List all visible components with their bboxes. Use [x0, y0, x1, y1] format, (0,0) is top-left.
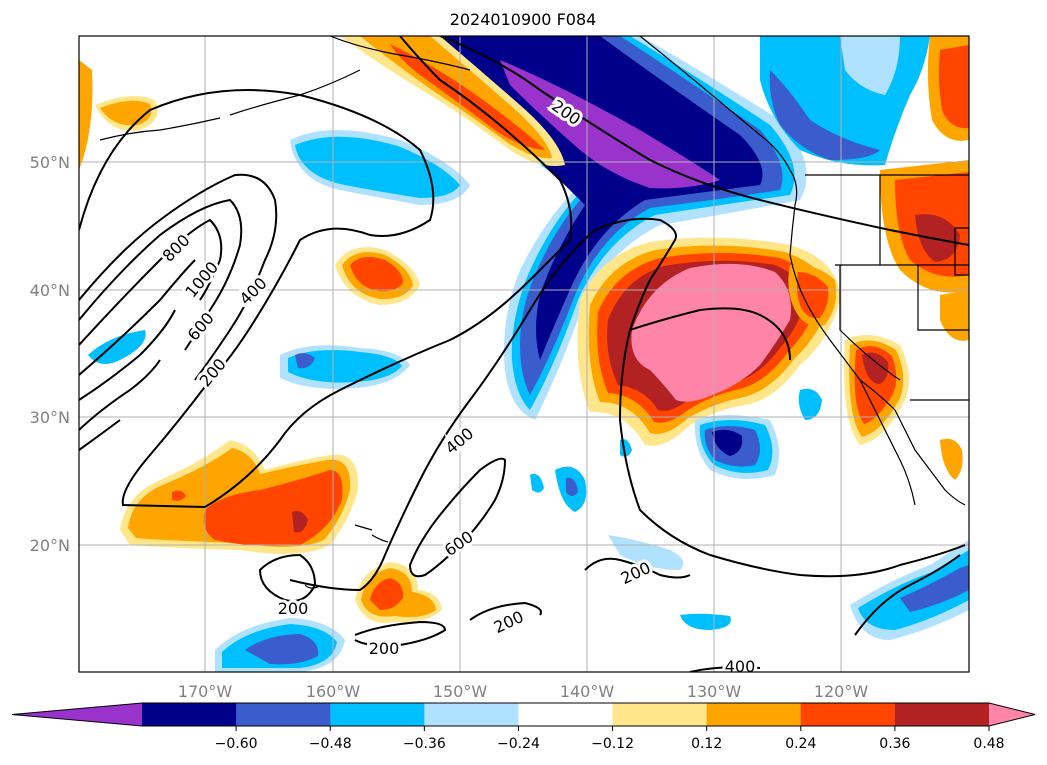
map-title: 2024010900 F084: [450, 10, 597, 29]
positive-streak-north-red: [390, 44, 545, 150]
x-tick-label: 170°W: [178, 682, 233, 701]
positive-blob-south-red: [370, 578, 404, 610]
positive-baja-dark: [862, 352, 889, 384]
negative-blob-subtropic-core: [295, 353, 315, 369]
contour-line-1000-west-inner: [79, 309, 176, 401]
colorbar-swatch: [800, 703, 896, 726]
y-tick-label: 20°N: [30, 536, 70, 555]
contour-line-200-southeast: [629, 307, 791, 361]
negative-blob-small-b: [798, 388, 822, 420]
colorbar-swatch: [894, 703, 990, 726]
coastlines: [99, 36, 969, 589]
contour-label: 200: [369, 639, 400, 658]
positive-subtropic-darkred: [292, 511, 308, 533]
colorbar-swatch: [142, 703, 237, 726]
contour-line-200-south: [354, 620, 447, 647]
positive-west-edge: [79, 60, 93, 170]
contour-line-1000-west: [79, 259, 196, 376]
y-tick-label: 50°N: [30, 153, 70, 172]
x-tick-label: 140°W: [560, 682, 615, 701]
colorbar-tick-label: 0.36: [879, 736, 910, 752]
negative-blob-small-e: [530, 473, 544, 493]
colorbar-outline: [11, 702, 1036, 727]
negative-blob-small-c: [608, 535, 684, 570]
contour-line-800-southwest: [79, 359, 161, 431]
negative-band-extreme: [500, 60, 720, 189]
colorbar-swatch: [706, 703, 802, 726]
colorbar-swatch: [518, 703, 614, 726]
x-tick-label: 130°W: [687, 682, 742, 701]
positive-subtropic-red: [203, 470, 343, 546]
contour-line-600-west: [79, 198, 243, 351]
contour-line-600-southwest: [79, 419, 121, 451]
contour-line-400-west: [79, 173, 278, 381]
positive-interior-west-dark: [915, 214, 960, 262]
colorbar-tick-label: 0.48: [973, 736, 1004, 752]
contour-line-200-south-center: [469, 601, 542, 621]
positive-mexico: [940, 438, 963, 480]
positive-northeast-red: [938, 45, 969, 129]
contour-line-600-central: [408, 457, 507, 578]
negative-blob-small-a-core: [566, 477, 578, 496]
contour-line-400-southeast: [618, 329, 966, 578]
positive-mexico-east: [940, 290, 969, 341]
negative-blob-southwest-core: [245, 634, 319, 665]
contour-label: 200: [278, 599, 309, 618]
colorbar-tick-label: −0.12: [591, 736, 634, 752]
x-tick-label: 160°W: [306, 682, 361, 701]
colorbar-tick-label: 0.12: [691, 736, 722, 752]
colorbar-tick-label: −0.60: [215, 736, 258, 752]
colorbar-swatch: [236, 703, 331, 726]
contour-line-800-west: [79, 218, 223, 346]
x-tick-label: 150°W: [433, 682, 488, 701]
contour-line-200-northwest: [79, 89, 435, 508]
y-tick-label: 30°N: [30, 408, 70, 427]
y-tick-label: 40°N: [30, 281, 70, 300]
negative-southeast-mid: [900, 565, 969, 612]
x-tick-label: 120°W: [814, 682, 869, 701]
y-axis-labels: 50°N 40°N 30°N 20°N: [30, 153, 70, 555]
negative-rockies-light: [840, 36, 900, 95]
positive-subtropic-dot: [172, 490, 186, 501]
contour-line-400-central: [289, 217, 677, 592]
contour-line-200-bottom: [584, 557, 691, 579]
contour-line-400-bottom: [689, 666, 761, 672]
contour-line-200-central: [204, 36, 573, 508]
negative-blob-north-pacific-blue: [295, 136, 460, 198]
contour-line-southeast-loop: [854, 554, 961, 636]
contour-line-200-north: [439, 36, 969, 246]
shading-layer: [79, 36, 969, 672]
colorbar-tick-label: −0.24: [497, 736, 540, 752]
colorbar-tick-label: −0.36: [403, 736, 446, 752]
contour-label: 400: [725, 657, 756, 676]
colorbar-swatch: [424, 703, 519, 726]
map-panel: 200 800 1000 400 600 200 400 600 200 200…: [79, 36, 969, 676]
negative-blob-small-d: [680, 613, 731, 630]
negative-blob-hawaii-east-core: [712, 429, 743, 456]
colorbar-extend-max: [989, 703, 1035, 726]
x-axis-labels: 170°W 160°W 150°W 140°W 130°W 120°W: [178, 682, 869, 701]
colorbar-tick-label: 0.24: [785, 736, 816, 752]
colorbar-swatch: [330, 703, 425, 726]
colorbar-tick-label: −0.48: [309, 736, 352, 752]
colorbar-extend-min: [12, 703, 142, 726]
contours: [79, 36, 969, 672]
negative-southeast-blue: [858, 550, 969, 630]
positive-blob-midlat-red: [350, 256, 403, 292]
colorbar-swatch: [612, 703, 708, 726]
contour-line-200-sw-loop: [258, 553, 317, 602]
positive-cell-core: [631, 263, 791, 402]
map-frame: [78, 35, 970, 673]
colorbar: −0.60 −0.48 −0.36 −0.24 −0.12 0.12 0.24 0.36 0.4…: [11, 702, 1036, 752]
negative-rockies-mid: [769, 70, 880, 160]
positive-coast-ca-red: [796, 272, 829, 319]
